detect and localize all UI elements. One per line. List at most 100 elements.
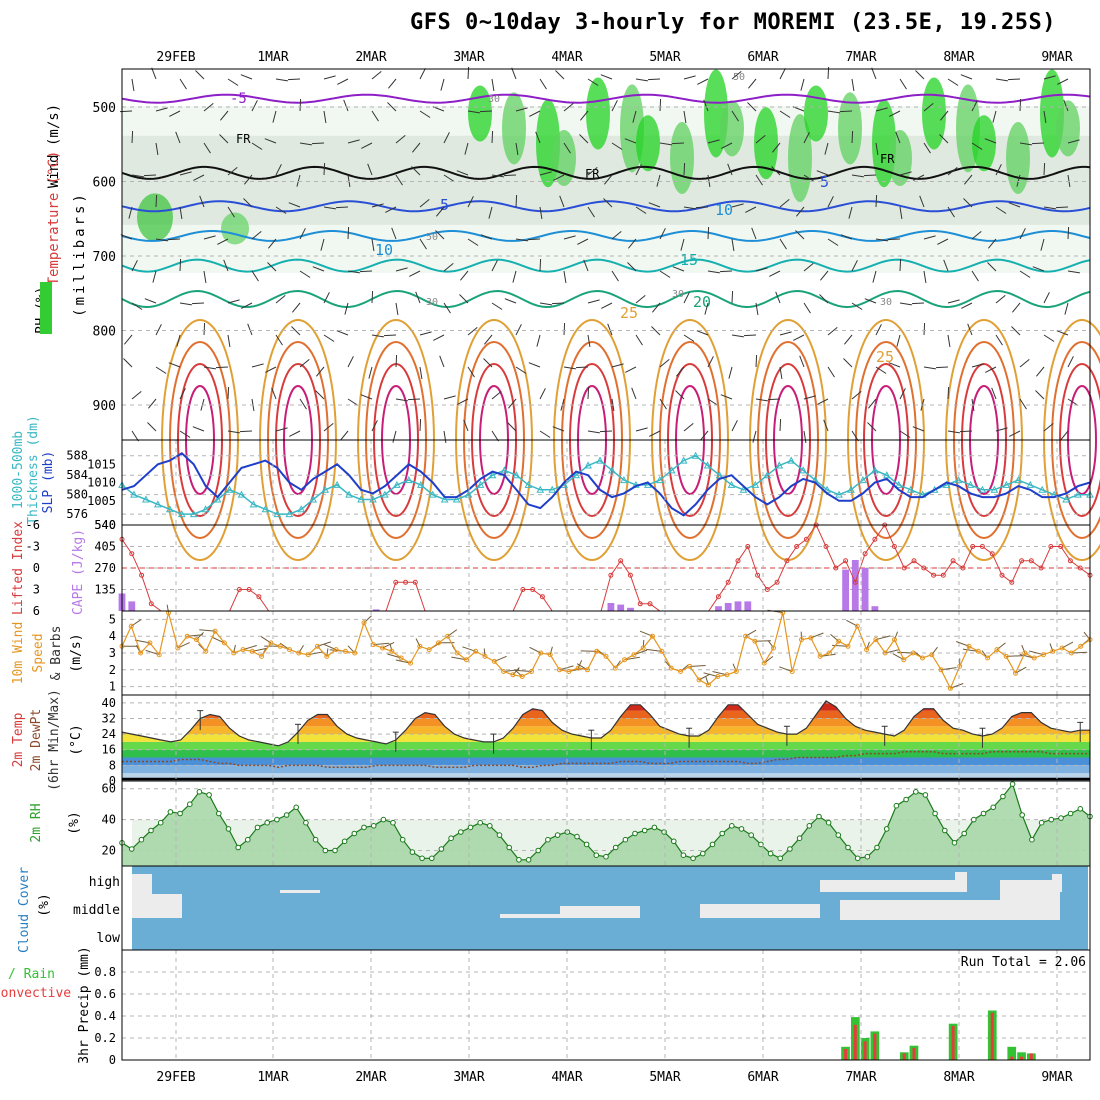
wind-barb [672, 266, 685, 272]
temp-band [122, 773, 1090, 781]
wind-speed-point [789, 669, 795, 674]
wind-speed-point [277, 643, 283, 649]
y-tick-label: 900 [93, 399, 116, 414]
wind-barb [503, 174, 517, 177]
contour-label: FR [585, 167, 600, 181]
axis-label: (%) [67, 811, 82, 834]
wind-speed-point [482, 653, 488, 659]
wind-barb [292, 302, 301, 313]
wind-barb [899, 206, 903, 219]
wind-barb [367, 163, 373, 176]
rh-point [177, 810, 183, 817]
thickness-point [703, 461, 712, 469]
wind-barb [1019, 359, 1030, 368]
li-point [735, 558, 741, 564]
y-tick-label: 24 [102, 727, 116, 741]
y-tick-label: 3 [109, 646, 116, 660]
wind-barb [515, 238, 528, 242]
wind-barb [147, 422, 157, 432]
wind-barb [899, 78, 907, 90]
wind-barb [875, 324, 882, 336]
thickness-point [871, 466, 879, 474]
rh-point [864, 853, 871, 860]
wind-speed-point [985, 655, 991, 661]
wind-barb [848, 206, 853, 219]
rh-point [825, 819, 832, 826]
wind-speed-point [1078, 643, 1084, 649]
wind-barb [1036, 366, 1045, 377]
thickness-point [1014, 476, 1023, 484]
wind-speed-point [436, 640, 441, 646]
thickness-point [894, 480, 903, 488]
wind-barb [947, 430, 960, 434]
li-point [393, 579, 399, 585]
precip-conv-bar [1020, 1056, 1024, 1060]
y-tick-label: 576 [66, 507, 88, 521]
rh-cell [502, 92, 526, 165]
y-tick-label: 270 [94, 561, 116, 575]
wind-barb [371, 203, 384, 208]
rh-point [990, 804, 997, 811]
wind-barb [435, 230, 445, 240]
wind-barb [875, 107, 888, 112]
thickness-point [130, 490, 138, 498]
wind-barb [464, 142, 469, 155]
thickness-point [154, 500, 162, 508]
wind-barb [359, 270, 373, 273]
wind-barb [703, 99, 709, 112]
wind-barb [607, 323, 613, 336]
y-tick-label: 405 [94, 540, 116, 554]
wind-barb [1032, 266, 1045, 272]
wind-barb [894, 631, 899, 640]
wind-barb [251, 270, 259, 282]
y-tick-label: 32 [102, 711, 116, 725]
thickness-point [596, 456, 604, 464]
wind-barb [264, 138, 277, 144]
wind-barb [491, 260, 498, 272]
wind-speed-point [1003, 653, 1009, 659]
wind-barb [551, 302, 565, 305]
wind-barb [415, 638, 421, 647]
thickness-point [273, 510, 282, 518]
li-point [412, 579, 418, 585]
wind-barb [251, 100, 258, 112]
wind-barb [747, 102, 757, 112]
wind-barb [361, 142, 373, 149]
wind-speed-point [147, 640, 153, 646]
wind-barb [683, 423, 694, 432]
wind-barb [539, 388, 546, 400]
wind-barb [251, 142, 263, 150]
axis-label: Temperature (°C) [46, 151, 62, 286]
wind-barb [1043, 162, 1046, 176]
wind-barb [931, 646, 938, 655]
contour-label: 10 [715, 201, 733, 219]
wind-barb [291, 326, 301, 336]
wind-barb [563, 322, 566, 336]
contour-label: 5 [820, 173, 829, 191]
wind-barb [851, 130, 854, 144]
y-tick-label: 800 [93, 325, 116, 340]
wind-barb [587, 78, 599, 86]
thickness-point [249, 500, 258, 508]
rh-point [429, 855, 435, 862]
wind-barb [347, 174, 351, 187]
y-tick-label: 0.4 [94, 1009, 116, 1023]
precip-conv-bar [902, 1053, 906, 1060]
rh-cell [788, 114, 812, 203]
wind-barb [488, 206, 493, 219]
wind-barb [227, 386, 230, 400]
wind-barb [1019, 98, 1022, 112]
date-label-top: 4MAR [551, 50, 582, 65]
wind-barb [131, 391, 142, 400]
wind-barb [635, 427, 648, 432]
li-point [803, 536, 809, 542]
wind-barb [659, 270, 671, 278]
thickness-point [393, 480, 401, 488]
wind-barb [179, 302, 192, 306]
wind-barb [392, 430, 397, 443]
axis-label: (°C) [69, 724, 84, 755]
wind-barb [144, 298, 157, 304]
y-tick-label: 0.8 [94, 965, 116, 979]
rh-cell [1056, 100, 1080, 157]
